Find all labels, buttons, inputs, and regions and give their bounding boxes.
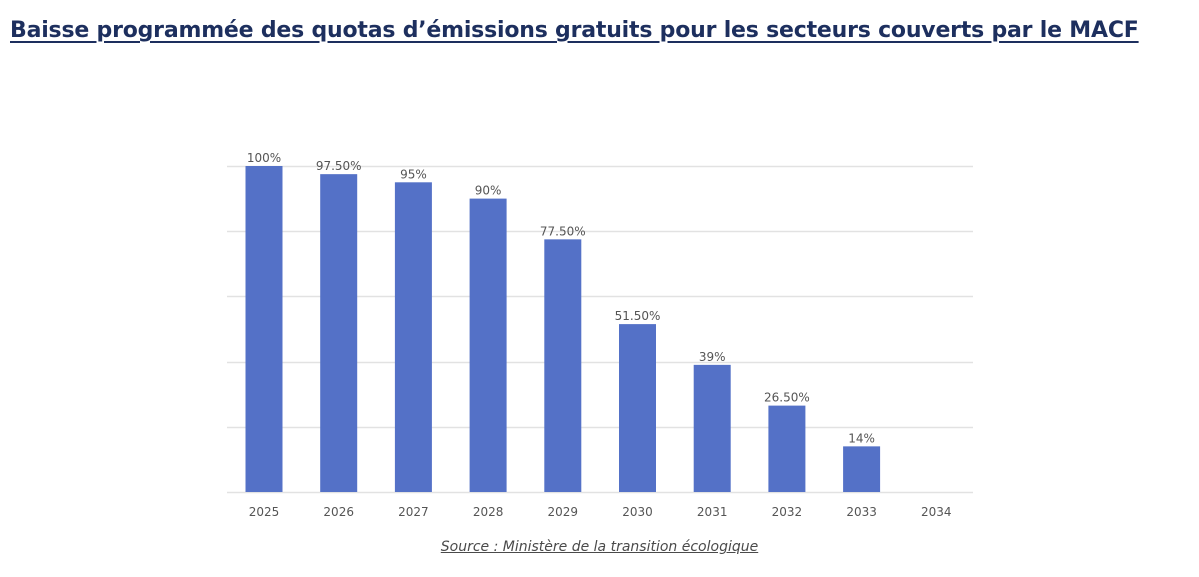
- x-tick-label-2030: 2030: [622, 505, 653, 519]
- page-title: Baisse programmée des quotas d’émissions…: [10, 18, 1139, 43]
- data-label-2031: 39%: [699, 350, 726, 364]
- data-label-2025: 100%: [247, 151, 281, 165]
- bars: [245, 166, 881, 493]
- bar-2033: [843, 446, 881, 492]
- x-tick-label-2026: 2026: [323, 505, 354, 519]
- x-tick-label-2025: 2025: [249, 505, 280, 519]
- x-tick-label-2032: 2032: [772, 505, 803, 519]
- data-label-2030: 51.50%: [615, 309, 661, 323]
- data-label-2026: 97.50%: [316, 159, 362, 173]
- bar-2028: [469, 198, 507, 492]
- data-label-2028: 90%: [475, 184, 502, 198]
- x-tick-label-2027: 2027: [398, 505, 429, 519]
- bar-2032: [768, 405, 806, 492]
- bar-2026: [320, 174, 358, 492]
- data-label-2027: 95%: [400, 167, 427, 181]
- bar-2027: [394, 182, 432, 493]
- x-axis-tick-labels: 2025 2026 2027 2028 2029 2030 2031 2032 2033 2034: [249, 505, 952, 519]
- data-label-2032: 26.50%: [764, 391, 810, 405]
- bar-2025: [245, 166, 283, 492]
- bar-2029: [544, 239, 582, 492]
- bar-2031: [693, 364, 731, 492]
- data-label-2033: 14%: [848, 431, 875, 445]
- x-tick-label-2033: 2033: [846, 505, 877, 519]
- x-tick-label-2034: 2034: [921, 505, 952, 519]
- bar-2030: [619, 324, 656, 492]
- data-labels: 100% 97.50% 95% 90% 77.50% 51.50% 39% 26.50% 14%: [247, 151, 875, 445]
- source-caption: Source : Ministère de la transition écol…: [440, 539, 759, 555]
- data-label-2029: 77.50%: [540, 224, 586, 238]
- x-tick-label-2028: 2028: [473, 505, 504, 519]
- x-tick-label-2031: 2031: [697, 505, 728, 519]
- x-tick-label-2029: 2029: [548, 505, 579, 519]
